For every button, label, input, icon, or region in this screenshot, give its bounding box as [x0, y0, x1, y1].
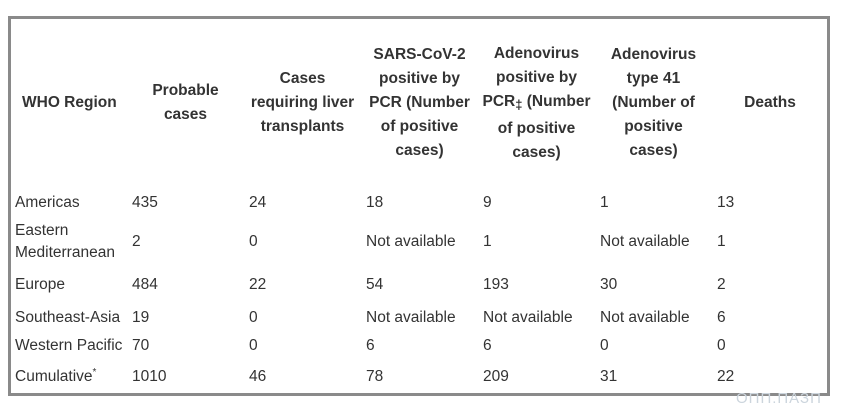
cell-sars: Not available	[366, 309, 456, 326]
cell-deaths: 6	[717, 309, 726, 326]
cell-adeno: 6	[483, 337, 492, 354]
cell-region: Europe	[15, 276, 65, 293]
cell-probable: 484	[132, 276, 158, 293]
cell-sars: 18	[366, 194, 384, 211]
table-row: Eastern Mediterranean 2 0 Not available …	[10, 218, 828, 266]
cell-region: Western Pacific	[15, 337, 123, 354]
header-row: WHO Region Probable cases Cases requirin…	[10, 18, 828, 188]
col-header-adenovirus: Adenovirus positive by PCR‡ (Number of p…	[478, 18, 595, 188]
cell-region-label: Cumulative	[15, 368, 93, 385]
col-header-who-region: WHO Region	[22, 94, 117, 111]
cell-adeno41: 31	[600, 368, 618, 385]
cell-adeno41: Not available	[600, 233, 690, 250]
table-row: Cumulative* 1010 46 78 209 31 22	[10, 360, 828, 394]
cell-liver: 0	[249, 233, 258, 250]
cell-probable: 435	[132, 194, 158, 211]
watermark-text: ОПП.ПАЗП	[736, 390, 822, 407]
cell-probable: 1010	[132, 368, 167, 385]
cell-region: Eastern Mediterranean	[15, 222, 115, 261]
cell-region: Cumulative*	[10, 360, 127, 394]
cell-adeno: 9	[483, 194, 492, 211]
who-cases-table: WHO Region Probable cases Cases requirin…	[10, 18, 828, 394]
cell-region: Southeast-Asia	[15, 309, 121, 326]
col-header-adenovirus-sublabel: (Number of positive cases)	[497, 92, 591, 161]
cell-region: Americas	[15, 194, 80, 211]
cell-sars: 6	[366, 337, 375, 354]
cell-sars: 78	[366, 368, 384, 385]
cell-liver: 0	[249, 337, 258, 354]
cell-adeno41: 1	[600, 194, 609, 211]
cell-deaths: 13	[717, 194, 735, 211]
table-row: Southeast-Asia 19 0 Not available Not av…	[10, 304, 828, 332]
col-header-deaths: Deaths	[744, 94, 796, 111]
cell-adeno: 209	[483, 368, 509, 385]
cell-liver: 24	[249, 194, 267, 211]
table-frame	[8, 16, 830, 396]
cell-liver: 0	[249, 309, 258, 326]
col-header-adenovirus-label: Adenovirus positive by PCR	[482, 44, 580, 110]
cell-deaths: 22	[717, 368, 735, 385]
cell-liver: 46	[249, 368, 267, 385]
cell-deaths: 1	[717, 233, 726, 250]
col-header-adenovirus-41: Adenovirus type 41 (Number of positive c…	[610, 46, 697, 159]
cell-liver: 22	[249, 276, 267, 293]
col-header-probable-cases: Probable cases	[152, 82, 219, 123]
cell-adeno41: 0	[600, 337, 609, 354]
col-header-liver-transplants: Cases requiring liver transplants	[250, 70, 355, 135]
cell-adeno: 1	[483, 233, 492, 250]
cell-sars: 54	[366, 276, 384, 293]
cell-adeno: Not available	[483, 309, 573, 326]
cell-deaths: 2	[717, 276, 726, 293]
table-row: Americas 435 24 18 9 1 13	[10, 188, 828, 218]
table-row: Western Pacific 70 0 6 6 0 0	[10, 332, 828, 360]
cell-probable: 2	[132, 233, 141, 250]
footnote-marker: *	[92, 366, 97, 378]
cell-probable: 19	[132, 309, 150, 326]
footnote-marker: ‡	[515, 96, 523, 112]
cell-adeno41: 30	[600, 276, 618, 293]
cell-adeno: 193	[483, 276, 509, 293]
table-row: Europe 484 22 54 193 30 2	[10, 266, 828, 304]
cell-probable: 70	[132, 337, 150, 354]
cell-sars: Not available	[366, 233, 456, 250]
col-header-sars-cov-2: SARS-CoV-2 positive by PCR (Number of po…	[369, 46, 470, 159]
cell-deaths: 0	[717, 337, 726, 354]
cell-adeno41: Not available	[600, 309, 690, 326]
